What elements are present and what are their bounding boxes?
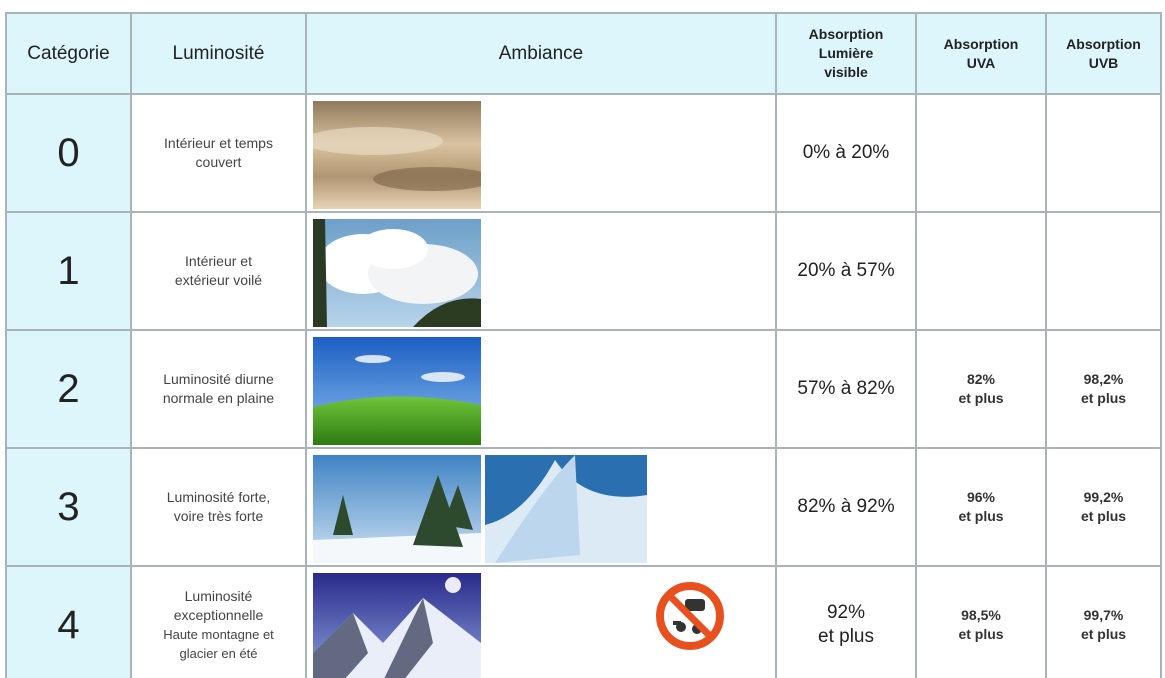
- text-line: Lumière: [777, 44, 915, 63]
- text-line: et plus: [917, 389, 1045, 408]
- category-cell: 0: [6, 94, 131, 212]
- uvb-cell: 99,7%et plus: [1046, 566, 1161, 678]
- header-ambiance: Ambiance: [306, 13, 776, 94]
- uvb-cell: 98,2%et plus: [1046, 330, 1161, 448]
- text-line: et plus: [1047, 507, 1160, 526]
- ambiance-image: [313, 101, 481, 209]
- luminosity-cell: Luminosité forte,voire très forte: [131, 448, 306, 566]
- visible-cell: 82% à 92%: [776, 448, 916, 566]
- page: Catégorie Luminosité Ambiance Absorption…: [0, 0, 1165, 678]
- text-line: 82% à 92%: [777, 495, 915, 519]
- category-cell: 2: [6, 330, 131, 448]
- text-line: et plus: [917, 507, 1045, 526]
- uvb-cell: [1046, 212, 1161, 330]
- ambiance-cell: [306, 94, 776, 212]
- text-line: glacier en été: [132, 644, 305, 663]
- uva-cell: [916, 94, 1046, 212]
- text-line: normale en plaine: [132, 389, 305, 408]
- text-line: Absorption: [1047, 35, 1160, 54]
- ambiance-image: [313, 219, 481, 327]
- text-line: et plus: [1047, 389, 1160, 408]
- category-cell: 4: [6, 566, 131, 678]
- visible-cell: 92%et plus: [776, 566, 916, 678]
- text-line: 92%: [777, 601, 915, 625]
- text-line: Absorption: [777, 25, 915, 44]
- text-line: 20% à 57%: [777, 259, 915, 283]
- ambiance-cell: [306, 566, 776, 678]
- text-line: extérieur voilé: [132, 271, 305, 290]
- category-cell: 3: [6, 448, 131, 566]
- uvb-cell: 99,2%et plus: [1046, 448, 1161, 566]
- text-line: Intérieur et temps: [132, 134, 305, 153]
- text-line: Intérieur et: [132, 252, 305, 271]
- text-line: 98,5%: [917, 606, 1045, 625]
- uva-cell: 96%et plus: [916, 448, 1046, 566]
- text-line: 98,2%: [1047, 370, 1160, 389]
- text-line: Luminosité forte,: [132, 488, 305, 507]
- text-line: et plus: [1047, 625, 1160, 644]
- text-line: 99,2%: [1047, 488, 1160, 507]
- text-line: UVA: [917, 54, 1045, 73]
- uva-cell: [916, 212, 1046, 330]
- uva-cell: 98,5%et plus: [916, 566, 1046, 678]
- uvb-cell: [1046, 94, 1161, 212]
- text-line: Absorption: [917, 35, 1045, 54]
- text-line: 82%: [917, 370, 1045, 389]
- text-line: 99,7%: [1047, 606, 1160, 625]
- text-line: UVB: [1047, 54, 1160, 73]
- text-line: voire très forte: [132, 507, 305, 526]
- text-line: 57% à 82%: [777, 377, 915, 401]
- ambiance-image: [313, 573, 481, 678]
- category-cell: 1: [6, 212, 131, 330]
- header-category: Catégorie: [6, 13, 131, 94]
- visible-cell: 0% à 20%: [776, 94, 916, 212]
- text-line: Haute montagne et: [132, 625, 305, 644]
- text-line: Luminosité: [132, 587, 305, 606]
- visible-cell: 20% à 57%: [776, 212, 916, 330]
- ambiance-cell: [306, 448, 776, 566]
- text-line: et plus: [777, 625, 915, 649]
- visible-cell: 57% à 82%: [776, 330, 916, 448]
- no-driving-icon: [655, 581, 725, 651]
- ambiance-cell: [306, 212, 776, 330]
- filter-table: Catégorie Luminosité Ambiance Absorption…: [5, 12, 1162, 678]
- text-line: et plus: [917, 625, 1045, 644]
- ambiance-image: [313, 337, 481, 445]
- ambiance-image: [313, 455, 481, 563]
- text-line: 96%: [917, 488, 1045, 507]
- text-line: Luminosité diurne: [132, 370, 305, 389]
- text-line: visible: [777, 63, 915, 82]
- ambiance-image: [485, 455, 647, 563]
- text-line: exceptionnelle: [132, 606, 305, 625]
- header-luminosity: Luminosité: [131, 13, 306, 94]
- text-line: couvert: [132, 153, 305, 172]
- ambiance-cell: [306, 330, 776, 448]
- uva-cell: 82%et plus: [916, 330, 1046, 448]
- text-line: 0% à 20%: [777, 141, 915, 165]
